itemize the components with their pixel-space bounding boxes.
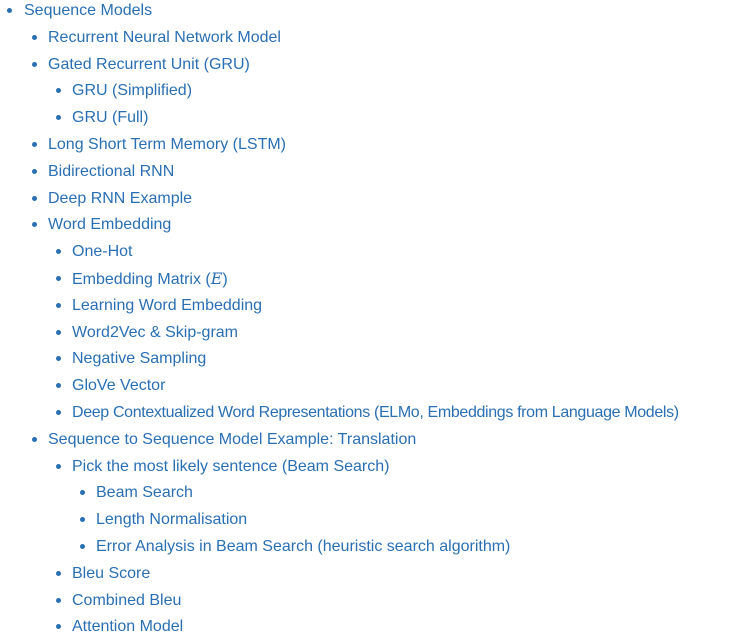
toc-link[interactable]: Gated Recurrent Unit (GRU) bbox=[48, 56, 250, 73]
toc-link[interactable]: Deep Contextualized Word Representations… bbox=[72, 404, 679, 421]
bullet-icon bbox=[56, 276, 61, 281]
toc-link-text-end: ) bbox=[222, 271, 228, 288]
bullet-icon bbox=[56, 598, 61, 603]
toc-link[interactable]: Recurrent Neural Network Model bbox=[48, 29, 281, 46]
bullet-icon bbox=[56, 249, 61, 254]
bullet-icon bbox=[80, 517, 85, 522]
bullet-icon bbox=[32, 196, 37, 201]
bullet-icon bbox=[56, 624, 61, 629]
bullet-icon bbox=[32, 35, 37, 40]
toc-link[interactable]: GRU (Simplified) bbox=[72, 82, 193, 99]
bullet-icon bbox=[56, 330, 61, 335]
toc-link[interactable]: Long Short Term Memory (LSTM) bbox=[48, 136, 286, 153]
toc-link[interactable]: One-Hot bbox=[72, 243, 133, 260]
toc-link[interactable]: Combined Bleu bbox=[72, 592, 182, 609]
toc-link[interactable]: Error Analysis in Beam Search (heuristic… bbox=[96, 538, 511, 555]
bullet-icon bbox=[56, 410, 61, 415]
toc-link[interactable]: Word Embedding bbox=[48, 216, 172, 233]
toc-link[interactable]: Beam Search bbox=[96, 484, 193, 501]
toc-link[interactable]: Word2Vec & Skip-gram bbox=[72, 324, 238, 341]
bullet-icon bbox=[32, 169, 37, 174]
bullet-icon bbox=[80, 490, 85, 495]
bullet-icon bbox=[32, 62, 37, 67]
toc-link[interactable]: GRU (Full) bbox=[72, 109, 149, 126]
bullet-icon bbox=[80, 544, 85, 549]
bullet-icon bbox=[56, 115, 61, 120]
toc-link[interactable]: Length Normalisation bbox=[96, 511, 248, 528]
bullet-icon bbox=[32, 142, 37, 147]
toc-link-text: Embedding Matrix ( bbox=[72, 271, 211, 288]
bullet-icon bbox=[56, 464, 61, 469]
toc-link[interactable]: Bleu Score bbox=[72, 565, 151, 582]
toc-link[interactable]: Deep RNN Example bbox=[48, 190, 193, 207]
toc-link[interactable]: GloVe Vector bbox=[72, 377, 166, 394]
bullet-icon bbox=[7, 8, 12, 13]
toc-link[interactable]: Embedding Matrix (E) bbox=[72, 265, 228, 293]
toc-link[interactable]: Sequence to Sequence Model Example: Tran… bbox=[48, 431, 417, 448]
math-symbol: E bbox=[210, 269, 223, 288]
toc-link[interactable]: Pick the most likely sentence (Beam Sear… bbox=[72, 458, 390, 475]
bullet-icon bbox=[56, 383, 61, 388]
toc-link[interactable]: Sequence Models bbox=[24, 2, 153, 19]
bullet-icon bbox=[56, 88, 61, 93]
bullet-icon bbox=[56, 303, 61, 308]
bullet-icon bbox=[56, 356, 61, 361]
bullet-icon bbox=[32, 437, 37, 442]
bullet-icon bbox=[32, 222, 37, 227]
toc-link[interactable]: Learning Word Embedding bbox=[72, 297, 263, 314]
toc-link[interactable]: Bidirectional RNN bbox=[48, 163, 175, 180]
toc-link[interactable]: Attention Model bbox=[72, 618, 184, 635]
toc-link[interactable]: Negative Sampling bbox=[72, 350, 207, 367]
bullet-icon bbox=[56, 571, 61, 576]
